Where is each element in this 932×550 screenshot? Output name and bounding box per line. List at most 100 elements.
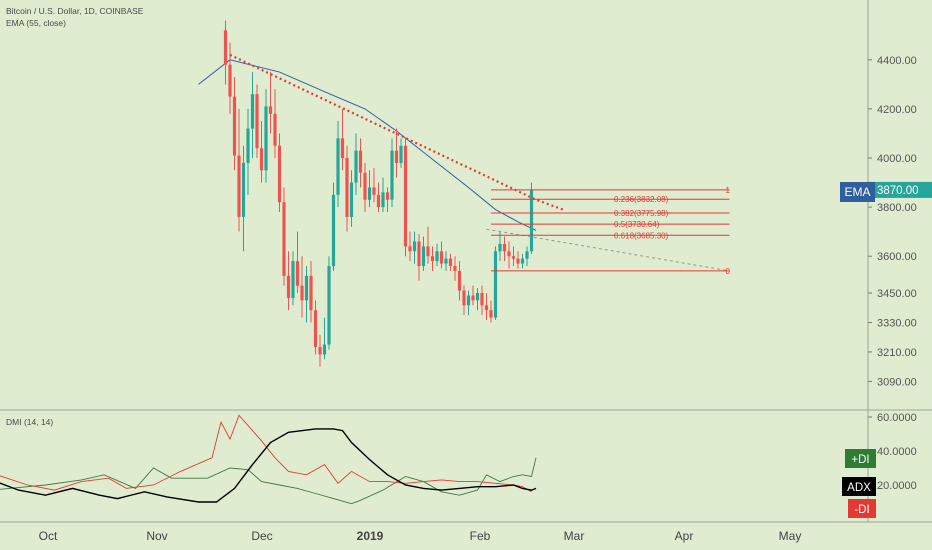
candle-body xyxy=(241,162,246,217)
dmi-legend: DMI (14, 14) xyxy=(6,417,54,427)
candle-body xyxy=(264,106,268,171)
price-tick-label: 4400.00 xyxy=(877,55,917,67)
candle-body xyxy=(372,187,376,195)
candle-body xyxy=(435,251,439,262)
candle-body xyxy=(259,148,264,171)
candle-body xyxy=(439,251,444,264)
plus-di-label: +DI xyxy=(851,454,869,466)
adx-label: ADX xyxy=(847,482,871,494)
candle-body xyxy=(363,172,367,200)
candle-body xyxy=(237,155,241,217)
fib-level-label: 1 xyxy=(726,186,731,195)
fib-level-label: 0.236(3832.08) xyxy=(614,195,669,204)
candle-body xyxy=(286,275,291,298)
time-tick-label: Dec xyxy=(251,529,272,543)
fib-level-label: 0.382(3775.98) xyxy=(614,209,669,218)
candle-body xyxy=(426,246,430,257)
candle-body xyxy=(390,150,394,200)
candle-body xyxy=(462,290,466,306)
candle-body xyxy=(493,251,498,318)
candle-body xyxy=(327,266,331,345)
candle-body xyxy=(277,145,282,203)
candle-body xyxy=(484,305,489,311)
candle-body xyxy=(394,150,399,163)
candle-body xyxy=(457,270,462,291)
candle-body xyxy=(525,251,529,259)
candle-body xyxy=(295,261,300,286)
adx-badge xyxy=(842,477,876,496)
candle-body xyxy=(399,145,403,163)
candle-body xyxy=(223,30,228,65)
candle-body xyxy=(408,246,412,252)
dmi-tick-label: 20.0000 xyxy=(877,480,917,492)
candle-body xyxy=(448,258,453,267)
candle-body xyxy=(417,241,421,267)
minus-di-badge xyxy=(848,499,876,518)
last-price-label: 3870.00 xyxy=(877,185,919,197)
price-tick-label: 4200.00 xyxy=(877,104,917,116)
candle-body xyxy=(309,275,313,311)
plus-di-line xyxy=(0,457,537,505)
candle-body xyxy=(282,202,286,276)
candle-body xyxy=(466,295,471,306)
candle-body xyxy=(376,194,381,208)
candle-body xyxy=(273,113,277,146)
candle-body xyxy=(444,258,448,264)
candle-body xyxy=(480,293,484,306)
candle-body xyxy=(304,275,309,301)
candle-body xyxy=(250,94,255,129)
minus-di-label: -DI xyxy=(854,504,869,516)
time-tick-label: Mar xyxy=(564,529,585,543)
candle-body xyxy=(516,258,520,264)
adx-line xyxy=(0,428,537,503)
plus-di-badge xyxy=(845,449,876,468)
price-tick-label: 3800.00 xyxy=(877,202,917,214)
candle-body xyxy=(349,182,354,217)
candle-body xyxy=(498,243,502,252)
candle-body xyxy=(331,194,336,267)
candle-body xyxy=(336,138,340,195)
candle-body xyxy=(246,128,250,163)
minus-di-line xyxy=(0,414,532,493)
fib-level-label: 0 xyxy=(726,267,731,276)
time-tick-label: Oct xyxy=(39,529,58,543)
candle-body xyxy=(529,189,534,252)
candle-body xyxy=(421,246,426,267)
candle-body xyxy=(291,261,295,298)
fib-level-label: 0.618(3685.30) xyxy=(614,231,669,240)
candle-body xyxy=(430,256,435,262)
candle-body xyxy=(358,150,363,173)
price-tick-label: 3090.00 xyxy=(877,376,917,388)
time-tick-label: 2019 xyxy=(357,529,384,543)
candle-body xyxy=(300,285,304,301)
candle-body xyxy=(268,106,273,114)
price-tick-label: 4000.00 xyxy=(877,153,917,165)
candle-body xyxy=(255,94,259,149)
candle-body xyxy=(412,241,417,252)
candle-body xyxy=(453,266,457,271)
price-tick-label: 3330.00 xyxy=(877,317,917,329)
time-tick-label: Nov xyxy=(146,529,167,543)
candle-body xyxy=(322,344,327,355)
candle-body xyxy=(340,138,345,158)
candle-body xyxy=(471,295,475,301)
candle-body xyxy=(511,256,516,259)
dmi-tick-label: 40.0000 xyxy=(877,446,917,458)
candle-body xyxy=(489,310,493,318)
candle-body xyxy=(228,64,232,97)
candle-body xyxy=(345,158,349,217)
dmi-tick-label: 60.0000 xyxy=(877,412,917,424)
candle-body xyxy=(381,192,385,208)
candle-body xyxy=(232,96,237,156)
time-tick-label: Feb xyxy=(470,529,491,543)
candle-body xyxy=(520,258,525,264)
candle-body xyxy=(502,243,507,252)
candle-body xyxy=(318,347,322,355)
time-tick-label: May xyxy=(779,529,802,543)
fib-level-label: 0.5(3730.64) xyxy=(614,220,660,229)
ema-badge xyxy=(840,182,875,202)
ema-badge-label: EMA xyxy=(844,185,870,199)
price-tick-label: 3450.00 xyxy=(877,288,917,300)
last-price-badge xyxy=(868,181,932,198)
